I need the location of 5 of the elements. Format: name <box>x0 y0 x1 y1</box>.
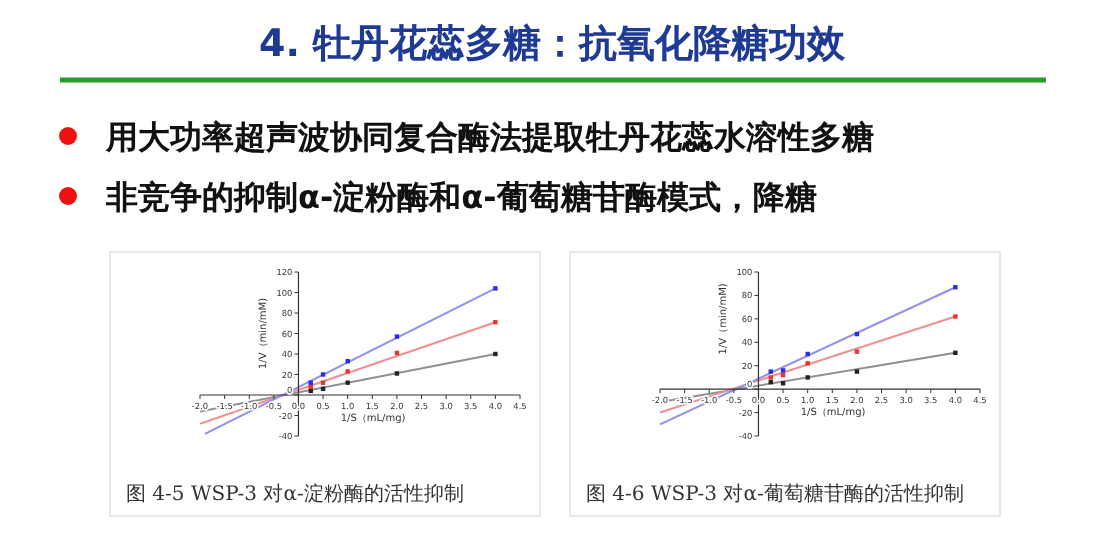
text: 非竞争的抑制α-淀粉酶和α-葡萄糖苷酶模式，降糖 <box>104 178 817 216</box>
text: 用大功率超声波协同复合酶法提取牡丹花蕊水溶性多糖 <box>104 118 874 156</box>
text: 4. 牡丹花蕊多糖：抗氧化降糖功效 <box>258 22 848 66</box>
caption: 图 4-5 WSP-3 对α-淀粉酶的活性抑制 <box>126 482 464 506</box>
caption: 图 4-6 WSP-3 对α-葡萄糖苷酶的活性抑制 <box>586 482 964 506</box>
